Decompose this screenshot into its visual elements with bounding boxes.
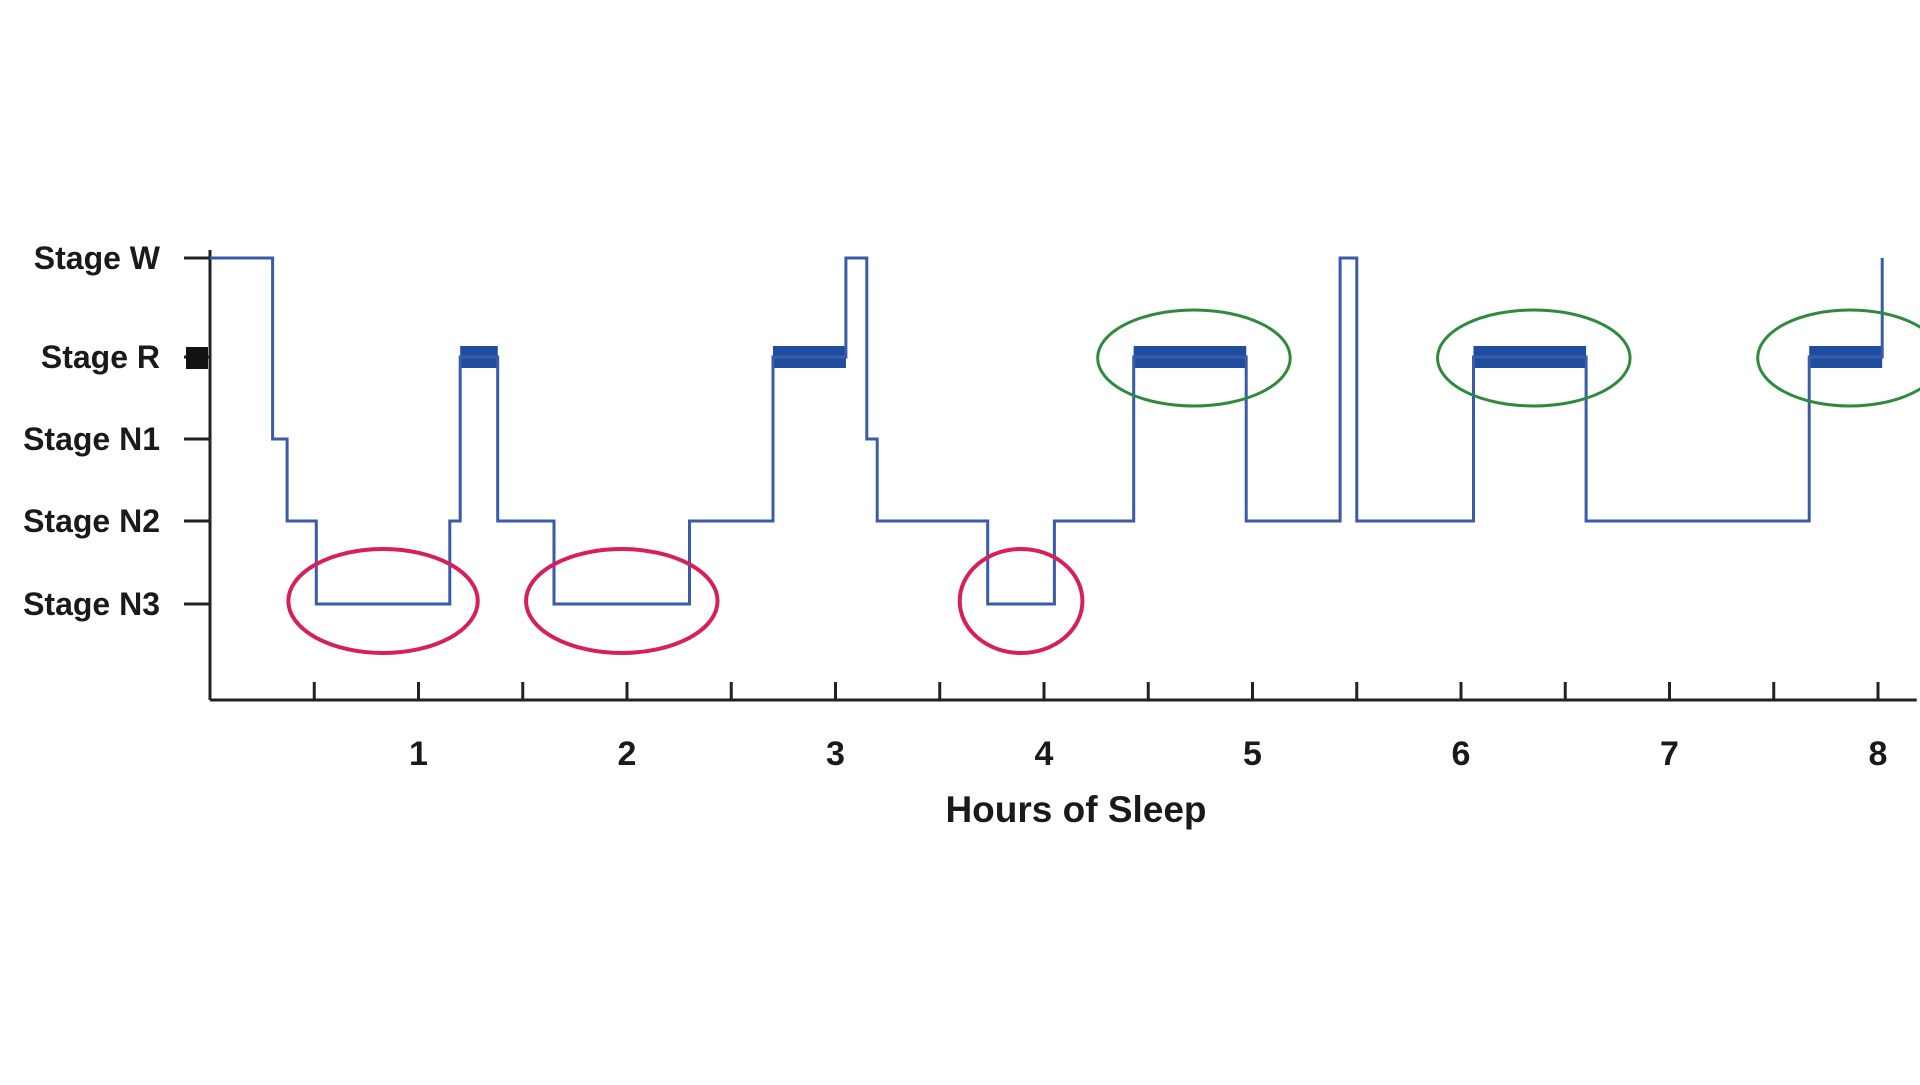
- x-tick-label-1: 1: [409, 735, 428, 773]
- rem-circle: [1436, 308, 1632, 408]
- x-axis-title: Hours of Sleep: [945, 789, 1206, 830]
- axes: [208, 250, 1917, 702]
- deep-sleep-circle: [286, 547, 480, 655]
- hypnogram-line: [210, 256, 1884, 606]
- y-axis-labels: Stage W Stage R Stage N1 Stage N2 Stage N3: [23, 240, 210, 622]
- annotation-circles: [286, 308, 1920, 655]
- x-axis-ticks: 1 2 3 4 5 6 7 8: [312, 682, 1888, 773]
- y-label-stage-n2: Stage N2: [23, 503, 160, 539]
- rem-circle: [1756, 308, 1920, 408]
- stage-r-marker: [186, 347, 208, 369]
- x-tick-label-4: 4: [1035, 735, 1054, 773]
- x-tick-label-2: 2: [618, 735, 637, 773]
- y-label-stage-n1: Stage N1: [23, 421, 160, 457]
- deep-sleep-circle: [957, 547, 1085, 655]
- y-label-stage-n3: Stage N3: [23, 586, 160, 622]
- deep-sleep-circle: [524, 547, 720, 655]
- y-label-stage-w: Stage W: [34, 240, 161, 276]
- y-label-stage-r: Stage R: [41, 339, 160, 375]
- x-tick-label-8: 8: [1869, 735, 1888, 773]
- x-tick-label-6: 6: [1452, 735, 1471, 773]
- x-tick-label-7: 7: [1660, 735, 1679, 773]
- x-tick-label-5: 5: [1243, 735, 1262, 773]
- rem-circle: [1096, 308, 1292, 408]
- x-tick-label-3: 3: [826, 735, 845, 773]
